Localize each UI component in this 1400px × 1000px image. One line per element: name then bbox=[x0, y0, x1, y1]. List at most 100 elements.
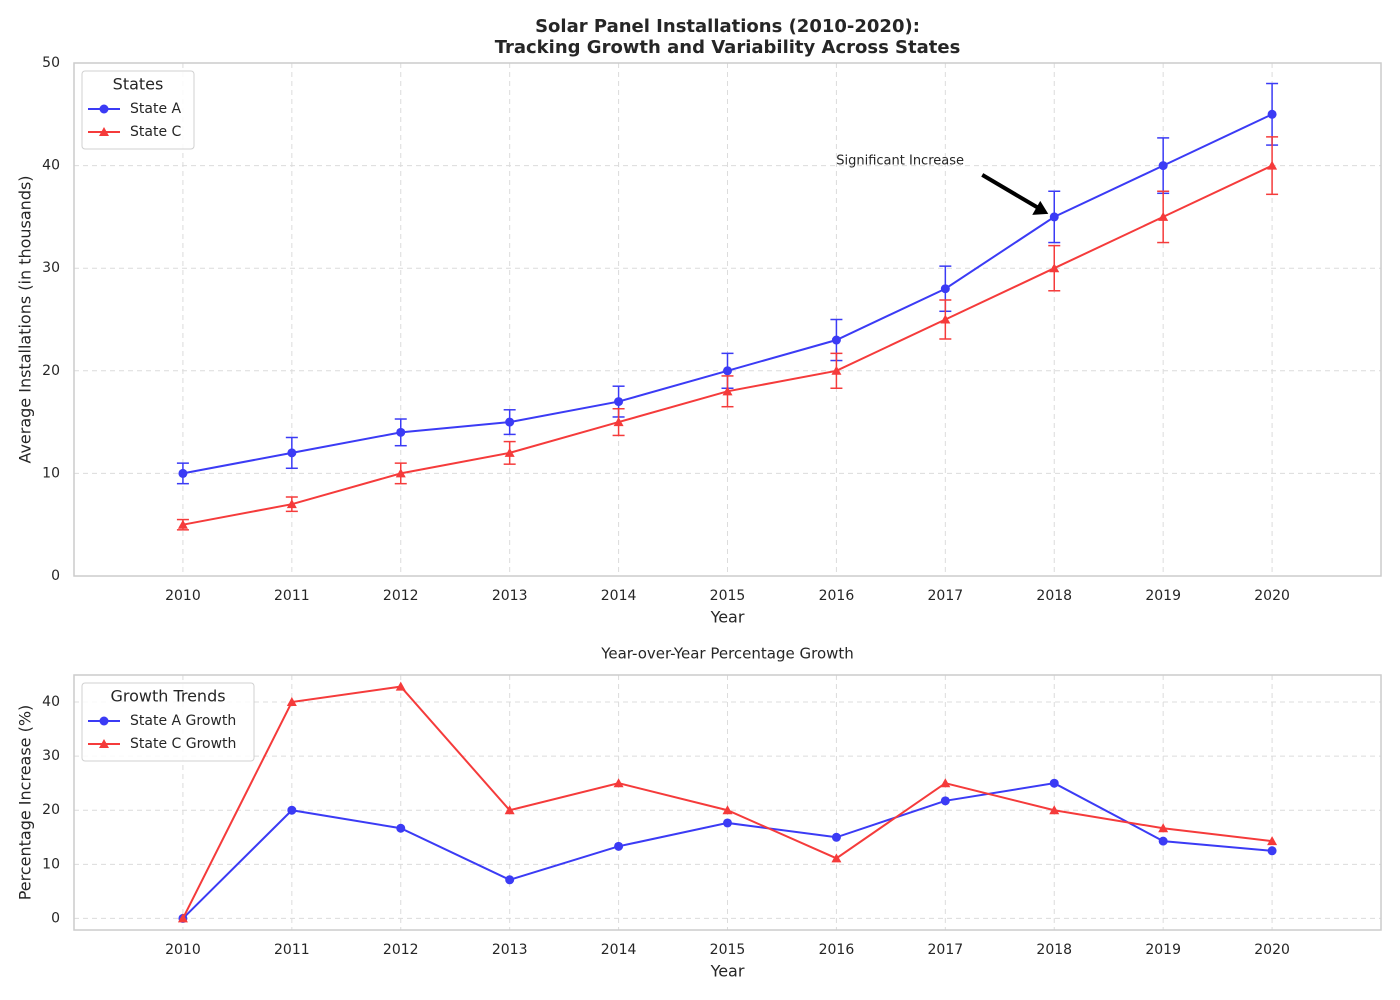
marker bbox=[614, 841, 624, 851]
marker bbox=[504, 447, 515, 457]
marker bbox=[831, 853, 842, 863]
y-tick-label: 50 bbox=[42, 55, 60, 71]
marker bbox=[1158, 836, 1168, 846]
x-tick-label: 2014 bbox=[601, 588, 637, 604]
marker bbox=[723, 818, 732, 828]
y-tick-label: 30 bbox=[42, 748, 60, 764]
marker bbox=[99, 739, 109, 748]
x-tick-label: 2017 bbox=[928, 942, 964, 958]
marker bbox=[1049, 263, 1060, 273]
marker bbox=[723, 366, 732, 376]
x-tick-label: 2010 bbox=[165, 588, 201, 604]
marker bbox=[177, 913, 188, 923]
y-tick-label: 10 bbox=[42, 465, 60, 481]
marker bbox=[940, 796, 950, 806]
y-tick-label: 40 bbox=[42, 694, 60, 710]
marker bbox=[396, 427, 406, 437]
marker bbox=[614, 397, 624, 407]
y-tick-label: 20 bbox=[42, 363, 60, 379]
marker bbox=[1158, 211, 1169, 221]
plot-frame bbox=[73, 62, 1382, 577]
x-axis-label: Year bbox=[710, 608, 745, 627]
x-tick-label: 2011 bbox=[274, 942, 310, 958]
legend-label: State C bbox=[130, 124, 182, 140]
marker bbox=[940, 778, 951, 788]
marker bbox=[722, 805, 733, 815]
legend-box bbox=[81, 70, 195, 150]
marker bbox=[395, 468, 406, 478]
marker bbox=[395, 681, 406, 691]
marker bbox=[831, 832, 841, 842]
marker bbox=[831, 335, 841, 345]
marker bbox=[99, 127, 109, 136]
chart-title: Solar Panel Installations (2010-2020): bbox=[535, 16, 920, 37]
marker bbox=[1049, 778, 1059, 788]
x-tick-label: 2013 bbox=[492, 588, 528, 604]
marker bbox=[722, 386, 733, 396]
marker bbox=[396, 823, 406, 833]
x-tick-label: 2020 bbox=[1254, 588, 1290, 604]
legend-label: State A bbox=[130, 101, 182, 117]
x-tick-label: 2018 bbox=[1036, 942, 1072, 958]
marker bbox=[99, 716, 109, 726]
y-tick-label: 20 bbox=[42, 802, 60, 818]
marker bbox=[505, 875, 515, 885]
marker bbox=[613, 778, 624, 788]
y-axis-label: Average Installations (in thousands) bbox=[16, 175, 35, 463]
x-tick-label: 2015 bbox=[710, 942, 746, 958]
x-tick-label: 2010 bbox=[165, 942, 201, 958]
marker bbox=[1049, 212, 1059, 222]
y-axis-label: Percentage Increase (%) bbox=[16, 705, 35, 901]
marker bbox=[505, 417, 515, 427]
marker bbox=[99, 104, 109, 114]
x-tick-label: 2012 bbox=[383, 588, 419, 604]
x-tick-label: 2015 bbox=[710, 588, 746, 604]
x-tick-label: 2011 bbox=[274, 588, 310, 604]
y-tick-label: 0 bbox=[51, 910, 60, 926]
marker bbox=[940, 314, 951, 324]
marker bbox=[1049, 805, 1060, 815]
y-tick-label: 40 bbox=[42, 158, 60, 174]
y-tick-label: 30 bbox=[42, 260, 60, 276]
x-tick-label: 2019 bbox=[1145, 942, 1181, 958]
marker bbox=[286, 697, 297, 707]
marker bbox=[1158, 823, 1169, 833]
x-tick-label: 2012 bbox=[383, 942, 419, 958]
annotation-text: Significant Increase bbox=[836, 153, 964, 168]
legend-box bbox=[81, 682, 255, 762]
marker bbox=[940, 284, 950, 294]
plot-frame bbox=[73, 674, 1382, 931]
annotation-arrowhead bbox=[1032, 200, 1049, 215]
chart-title: Year-over-Year Percentage Growth bbox=[600, 645, 854, 663]
marker bbox=[1267, 846, 1277, 856]
legend-label: State C Growth bbox=[130, 736, 236, 752]
legend-title: States bbox=[113, 75, 164, 94]
x-tick-label: 2017 bbox=[928, 588, 964, 604]
series-line bbox=[182, 113, 1273, 475]
x-tick-label: 2018 bbox=[1036, 588, 1072, 604]
marker bbox=[504, 805, 515, 815]
x-axis-label: Year bbox=[710, 962, 745, 981]
chart-title: Tracking Growth and Variability Across S… bbox=[495, 37, 961, 58]
legend-title: Growth Trends bbox=[110, 687, 225, 706]
marker bbox=[1267, 160, 1278, 170]
marker bbox=[1267, 836, 1278, 846]
marker bbox=[178, 468, 188, 478]
marker bbox=[286, 499, 297, 509]
legend-label: State A Growth bbox=[130, 713, 236, 729]
x-tick-label: 2020 bbox=[1254, 942, 1290, 958]
marker bbox=[177, 519, 188, 529]
marker bbox=[831, 365, 842, 375]
x-tick-label: 2016 bbox=[819, 942, 855, 958]
x-tick-label: 2019 bbox=[1145, 588, 1181, 604]
marker bbox=[287, 448, 297, 458]
y-tick-label: 0 bbox=[51, 568, 60, 584]
x-tick-label: 2014 bbox=[601, 942, 637, 958]
annotation-arrow bbox=[981, 173, 1040, 210]
x-tick-label: 2013 bbox=[492, 942, 528, 958]
marker bbox=[1267, 109, 1277, 119]
marker bbox=[1158, 161, 1168, 171]
x-tick-label: 2016 bbox=[819, 588, 855, 604]
marker bbox=[613, 417, 624, 427]
